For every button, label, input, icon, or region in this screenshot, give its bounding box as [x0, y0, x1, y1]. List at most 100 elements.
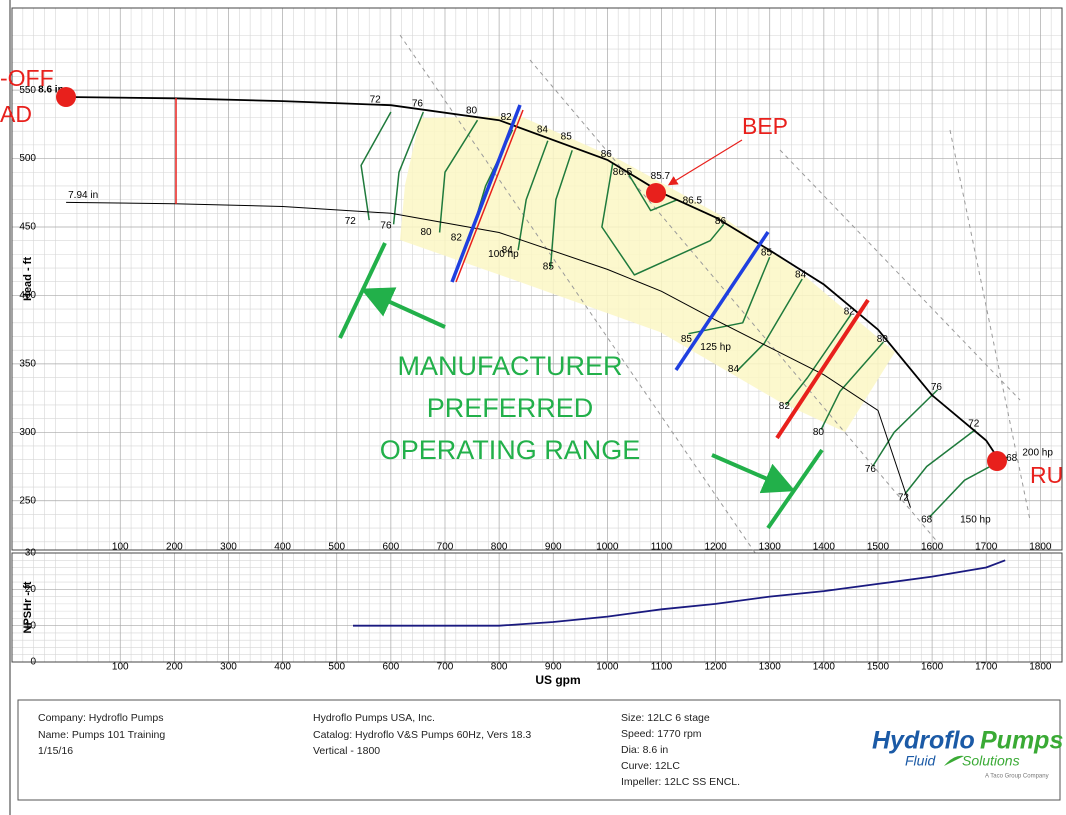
- x-tick-label: 1400: [813, 662, 836, 673]
- plot-border: [11, 552, 1063, 663]
- efficiency-label: 82: [779, 401, 791, 412]
- power-label: 125 hp: [700, 342, 731, 353]
- efficiency-contour: [360, 111, 392, 221]
- x-tick-label: 1600: [921, 662, 944, 673]
- efficiency-contour: [517, 140, 549, 251]
- efficiency-label: 82: [451, 233, 463, 244]
- preferred-range: [400, 116, 895, 432]
- plot-background: [12, 553, 1062, 662]
- x-tick-label: 1500: [867, 662, 890, 673]
- efficiency-label: 80: [420, 227, 432, 238]
- curve: [66, 201, 911, 508]
- footer-text: Speed: 1770 rpm: [621, 728, 702, 740]
- efficiency-label: 84: [537, 124, 549, 135]
- x-tick-label: 400: [274, 662, 291, 673]
- system-line: [779, 149, 1021, 401]
- annotation: BEP: [742, 113, 788, 139]
- x-tick-label: 100: [112, 662, 129, 673]
- y-tick-label: 10: [25, 620, 37, 631]
- x-tick-label: 700: [437, 542, 454, 553]
- logo-brand: Pumps: [980, 727, 1063, 755]
- y-tick-label: 300: [19, 427, 36, 438]
- footer: Company: Hydroflo Pumps Name: Pumps 101 …: [38, 712, 1063, 788]
- x-tick-label: 700: [437, 662, 454, 673]
- annotation: AD: [0, 101, 32, 127]
- efficiency-contour: [820, 341, 884, 430]
- y-tick-label: 500: [19, 153, 36, 164]
- x-tick-label: 500: [328, 542, 345, 553]
- efficiency-label: 76: [931, 382, 943, 393]
- x-tick-label: 600: [383, 542, 400, 553]
- efficiency-contour: [736, 278, 803, 372]
- efficiency-label: 84: [502, 245, 514, 256]
- annotation: OPERATING RANGE: [380, 435, 641, 465]
- efficiency-label: 80: [466, 105, 478, 116]
- x-tick-label: 800: [491, 542, 508, 553]
- x-tick-label: 600: [383, 662, 400, 673]
- x-tick-label: 1200: [704, 662, 727, 673]
- efficiency-contour: [904, 429, 976, 495]
- y-tick-label: 550: [19, 85, 36, 96]
- x-tick-label: 200: [166, 542, 183, 553]
- x-tick-label: 300: [220, 542, 237, 553]
- efficiency-contour: [438, 119, 479, 233]
- plot-border: [11, 7, 1063, 551]
- footer-text: Catalog: Hydroflo V&S Pumps 60Hz, Vers 1…: [313, 729, 531, 741]
- x-tick-label: 800: [491, 662, 508, 673]
- impeller-label: 7.94 in: [68, 190, 98, 201]
- efficiency-label: 86: [601, 149, 613, 160]
- efficiency-contour: [628, 174, 678, 212]
- x-tick-label: 1600: [921, 542, 944, 553]
- x-tick-label: 500: [328, 662, 345, 673]
- efficiency-contour: [871, 389, 939, 467]
- efficiency-label: 72: [370, 94, 382, 105]
- x-tick-label: 1700: [975, 662, 998, 673]
- y-tick-label: 350: [19, 358, 36, 369]
- annotation: PREFERRED: [427, 393, 594, 423]
- green-bracket: [766, 448, 824, 530]
- power-label: 200 hp: [1022, 447, 1053, 458]
- x-tick-label: 1800: [1029, 662, 1052, 673]
- bep-arrow: [667, 139, 743, 186]
- footer-text: Dia: 8.6 in: [621, 744, 668, 756]
- x-tick-label: 1500: [867, 542, 890, 553]
- curve: [66, 96, 1001, 462]
- footer-text: Company: Hydroflo Pumps: [38, 712, 163, 724]
- annotation: -OFF: [0, 65, 54, 91]
- x-tick-label: 1800: [1029, 542, 1052, 553]
- logo-leaf: [944, 755, 964, 766]
- x-tick-label: 1400: [813, 542, 836, 553]
- efficiency-contour: [392, 111, 424, 225]
- green-arrow: [360, 287, 446, 329]
- bep-point: [646, 183, 666, 203]
- annotation: RU: [1030, 462, 1063, 488]
- efficiency-label: 86.5: [683, 196, 703, 207]
- efficiency-label: 80: [813, 427, 825, 438]
- x-tick-label: 1100: [651, 662, 673, 673]
- blue-limit: [674, 231, 770, 371]
- footer-text: Hydroflo Pumps USA, Inc.: [313, 712, 435, 724]
- red-limit: [775, 298, 870, 440]
- footer-text: Impeller: 12LC SS ENCL.: [621, 776, 740, 788]
- x-tick-label: 1700: [975, 542, 998, 553]
- footer-text: Name: Pumps 101 Training: [38, 729, 165, 741]
- efficiency-label: 85: [761, 248, 773, 259]
- curve: [353, 559, 1006, 627]
- efficiency-contour: [601, 162, 725, 276]
- y-tick-label: 400: [19, 290, 36, 301]
- efficiency-label: 68: [1006, 453, 1018, 464]
- x-tick-label: 900: [545, 662, 562, 673]
- efficiency-contour: [549, 150, 573, 269]
- efficiency-label: 76: [865, 464, 877, 475]
- x-tick-label: 1000: [596, 662, 619, 673]
- x-tick-label: 1100: [651, 542, 673, 553]
- x-tick-label: 400: [274, 542, 291, 553]
- x-tick-label: 1000: [596, 542, 619, 553]
- x-tick-label: 1200: [704, 542, 727, 553]
- system-line: [949, 129, 1031, 521]
- efficiency-label: 80: [877, 334, 889, 345]
- logo-brand: Hydroflo: [872, 727, 975, 755]
- x-tick-label: 200: [166, 662, 183, 673]
- efficiency-label: 86.5: [613, 167, 633, 178]
